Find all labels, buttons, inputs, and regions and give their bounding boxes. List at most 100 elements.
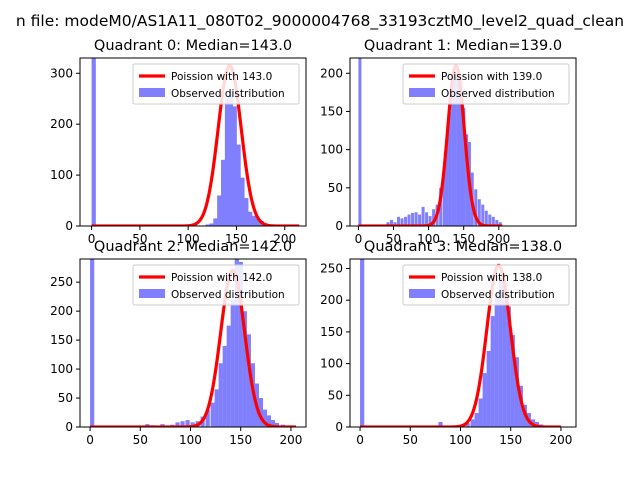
poisson-fit-curve — [357, 64, 504, 226]
histogram-bar — [190, 422, 195, 427]
histogram-bar — [217, 195, 222, 226]
histogram-bar — [266, 415, 272, 427]
legend-bar-swatch — [409, 88, 435, 97]
legend-2: Poission with 142.0 Observed distribution — [132, 264, 300, 306]
y-tick-label: 0 — [335, 219, 343, 233]
histogram-bar — [478, 398, 483, 427]
histogram-bar — [438, 421, 443, 427]
histogram-bar — [407, 214, 411, 226]
histogram-bar — [244, 198, 249, 226]
histogram-bar — [506, 306, 511, 427]
subplot-1: 0 50 100 150 200 0 50 100 150 200 Quadrant 1: Medi… — [320, 38, 577, 246]
histogram-bar — [490, 316, 495, 427]
plot-area-3 — [358, 259, 563, 427]
histogram-bar — [255, 218, 261, 226]
histogram-bar — [502, 284, 507, 427]
histogram-bar — [459, 80, 463, 226]
y-tick-label: 200 — [320, 293, 343, 307]
histogram-bar — [477, 199, 481, 226]
histogram-bar — [230, 299, 235, 427]
histogram-bar — [221, 159, 226, 226]
histogram-bar — [224, 98, 230, 226]
legend-box — [132, 264, 300, 306]
y-tick-label: 50 — [328, 388, 343, 402]
legend-bar-swatch — [409, 289, 435, 298]
histogram-bar — [246, 334, 251, 427]
legend-bar-swatch — [139, 88, 165, 97]
histogram-bar — [390, 219, 394, 226]
x-tick-label: 0 — [356, 433, 364, 447]
histogram-bar — [270, 420, 276, 427]
x-tick-label: 150 — [452, 232, 475, 246]
legend-label-observed: Observed distribution — [441, 289, 555, 301]
histogram-bar — [474, 413, 479, 427]
plot-area-1 — [357, 58, 504, 226]
legend-box — [402, 264, 570, 306]
axes-frame-3 — [349, 258, 577, 428]
histogram-bar — [232, 106, 237, 226]
histogram-bar — [482, 373, 487, 427]
x-tick-label: 200 — [487, 232, 510, 246]
y-tick-label: 250 — [50, 275, 73, 289]
subplot-grid: 0 50 100 150 200 0 100 200 300 Quadrant 0: Median… — [50, 38, 577, 447]
y-tick-label: 50 — [58, 391, 73, 405]
histogram-bar — [400, 218, 404, 226]
legend-0: Poission with 143.0 Observed distribution — [132, 63, 300, 105]
x-tick-label: 200 — [279, 433, 302, 447]
legend-label-poisson: Poission with 143.0 — [171, 71, 272, 83]
x-tick-label: 150 — [229, 433, 252, 447]
subplot-2: 0 50 100 150 200 0 50 100 150 200 250 Quadrant 2: M… — [50, 239, 307, 447]
histogram-bar — [386, 222, 390, 226]
histogram-bar — [236, 144, 241, 226]
histogram-bar — [90, 259, 95, 427]
histogram-bar — [514, 357, 519, 427]
x-tick-label: 100 — [177, 232, 200, 246]
x-tick-label: 50 — [403, 433, 418, 447]
histogram-bar — [484, 210, 488, 226]
y-tick-label: 100 — [50, 168, 73, 182]
subplot-title: Quadrant 3: Median=138.0 — [364, 239, 562, 255]
histogram-bar — [214, 389, 219, 427]
histogram-bar — [210, 402, 215, 427]
legend-label-observed: Observed distribution — [171, 88, 285, 100]
x-tick-label: 200 — [273, 232, 296, 246]
x-tick-label: 50 — [132, 232, 147, 246]
histogram-bar — [470, 419, 475, 427]
legend-label-observed: Observed distribution — [171, 289, 285, 301]
x-tick-label: 150 — [499, 433, 522, 447]
subplot-3: 0 50 100 150 200 0 50 100 150 200 250 Quadrant 3: M… — [320, 239, 577, 447]
histogram-bar — [180, 421, 185, 427]
axes-frame-1 — [349, 57, 577, 227]
histogram-bar — [205, 224, 210, 226]
histogram-bar — [462, 107, 466, 226]
y-tick-label: 100 — [320, 357, 343, 371]
histogram-bar — [414, 212, 418, 226]
histogram-bar — [518, 385, 523, 427]
histogram-bar — [242, 311, 247, 427]
y-tick-label: 150 — [320, 104, 343, 118]
histogram-bar — [91, 58, 96, 226]
legend-label-poisson: Poission with 139.0 — [441, 71, 542, 83]
histogram-bar — [474, 189, 478, 226]
histogram-bar — [258, 398, 264, 427]
legend-box — [402, 63, 570, 105]
y-tick-label: 0 — [65, 420, 73, 434]
legend-label-observed: Observed distribution — [441, 88, 555, 100]
histogram-bar — [451, 84, 455, 226]
poisson-fit-curve — [90, 64, 301, 226]
histogram-bar — [534, 421, 540, 427]
histogram-bar — [393, 222, 397, 226]
histogram-bar — [234, 259, 239, 427]
subplot-title: Quadrant 1: Median=139.0 — [364, 38, 562, 54]
axes-frame-0 — [79, 57, 307, 227]
histogram-bar — [510, 335, 515, 427]
legend-1: Poission with 139.0 Observed distribution — [402, 63, 570, 105]
x-tick-label: 0 — [355, 232, 363, 246]
y-tick-label: 200 — [50, 117, 73, 131]
histogram-bar — [465, 423, 470, 427]
histogram-bar — [411, 213, 415, 226]
histogram-bar — [425, 212, 429, 226]
y-tick-label: 100 — [320, 143, 343, 157]
y-tick-label: 250 — [320, 262, 343, 276]
